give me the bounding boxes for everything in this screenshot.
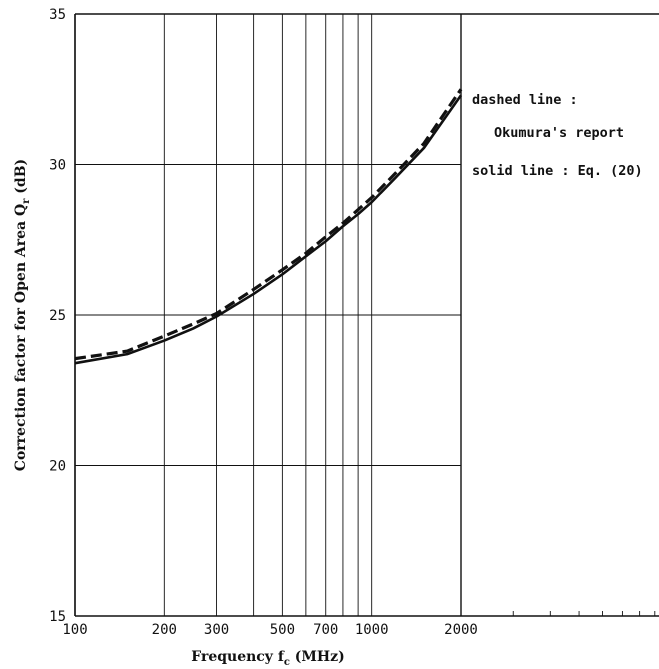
series-layer xyxy=(75,89,461,363)
x-axis-title-unit: (MHz) xyxy=(290,649,345,665)
y-tick-label: 25 xyxy=(49,308,66,324)
x-tick-label: 100 xyxy=(62,622,87,638)
x-axis-title: Frequency fc (MHz) xyxy=(191,649,344,668)
dashed-line-description: Okumura's report xyxy=(494,125,624,141)
solid-line-label: solid line : Eq. (20) xyxy=(472,163,643,179)
x-tick-label: 2000 xyxy=(444,622,478,638)
y-axis-title-unit: (dB) xyxy=(13,159,29,199)
x-tick-label: 700 xyxy=(313,622,338,638)
x-tick-label: 200 xyxy=(152,622,177,638)
y-tick-label: 35 xyxy=(49,7,66,23)
y-tick-label: 20 xyxy=(49,459,66,475)
solid-series-line xyxy=(75,95,461,363)
dashed-series-line xyxy=(75,89,461,358)
dashed-line-label: dashed line : xyxy=(472,92,578,108)
x-tick-label: 1000 xyxy=(355,622,389,638)
y-tick-label: 30 xyxy=(49,158,66,174)
x-tick-label: 500 xyxy=(270,622,295,638)
grid-layer xyxy=(75,14,461,616)
x-axis-title-main: Frequency f xyxy=(191,649,285,665)
y-axis-title-main: Correction factor for Open Area Q xyxy=(13,204,29,471)
x-tick-label: 300 xyxy=(204,622,229,638)
y-axis-title: Correction factor for Open Area Qr (dB) xyxy=(13,159,32,471)
